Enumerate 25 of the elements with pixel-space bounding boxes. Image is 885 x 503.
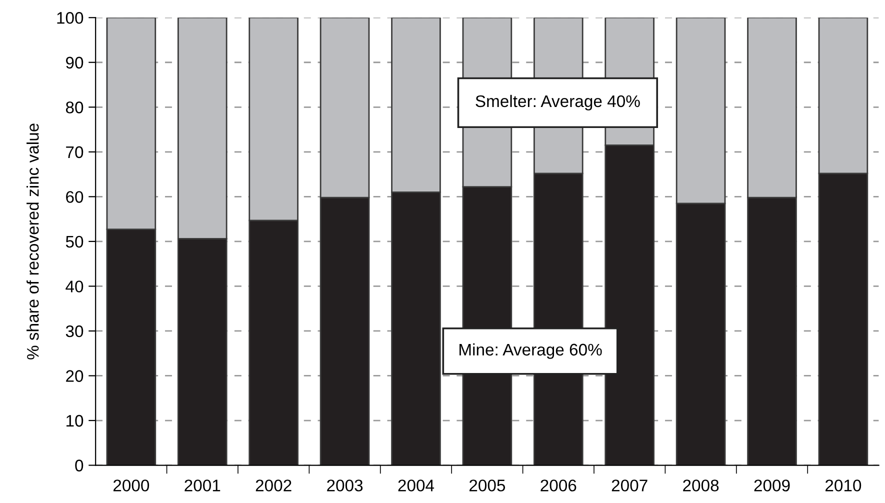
x-tick-label: 2006 [540,480,576,492]
y-tick-label: 70 [66,146,84,158]
y-tick-label: 30 [66,325,84,338]
x-tick-label: 2009 [754,480,790,492]
annotation: Mine: Average 60% [460,343,602,359]
y-tick-label: 60 [66,191,84,203]
x-tick-label: 2003 [327,480,363,492]
x-tick-label: 2010 [826,480,862,492]
y-tick-label: 20 [66,370,84,382]
y-tick-label: 80 [66,102,84,114]
x-tick-label: 2001 [184,480,220,492]
y-tick-label: 90 [66,56,84,69]
annotation: Smelter: Average 40% [476,94,640,110]
y-tick-label: 100 [57,12,84,24]
y-tick-label: 0 [75,460,84,472]
y-axis-title: % share of recovered zinc value [26,124,39,360]
x-tick-label: 2004 [398,480,434,492]
x-tick-label: 2007 [612,480,648,492]
x-tick-label: 2008 [683,480,719,492]
x-tick-label: 2002 [256,480,292,492]
y-tick-label: 50 [66,236,84,248]
y-tick-label: 10 [66,414,84,427]
y-tick-label: 40 [66,280,84,292]
x-tick-label: 2000 [113,480,150,492]
x-tick-label: 2005 [469,480,506,492]
